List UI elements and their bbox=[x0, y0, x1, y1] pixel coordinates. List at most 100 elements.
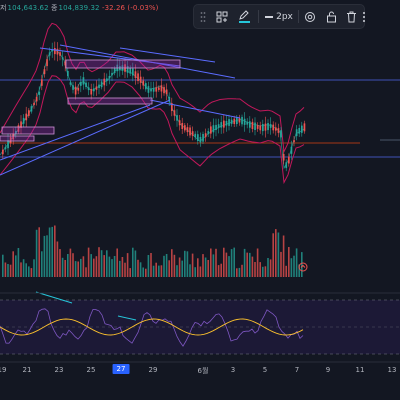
settings-icon[interactable] bbox=[299, 5, 321, 28]
volume-bar bbox=[202, 254, 204, 277]
volume-bar bbox=[90, 254, 92, 277]
volume-bar bbox=[165, 254, 168, 277]
volume-bar bbox=[204, 257, 207, 277]
volume-bar bbox=[9, 264, 12, 277]
candle-body bbox=[35, 96, 38, 102]
candle-body bbox=[61, 57, 64, 60]
volume-bar bbox=[246, 252, 248, 277]
ohlc-legend: 저104,643.62 종104,839.32 -32.26 (-0.03%) bbox=[0, 3, 158, 13]
volume-bar bbox=[256, 248, 259, 277]
delete-icon[interactable] bbox=[340, 5, 362, 28]
candle-body bbox=[142, 80, 145, 86]
volume-bar bbox=[139, 262, 142, 277]
time-label: 5 bbox=[262, 366, 268, 374]
volume-bar bbox=[272, 233, 274, 277]
divergence-line bbox=[35, 291, 73, 304]
time-label-highlighted: 27 bbox=[112, 364, 130, 374]
candle-body bbox=[168, 97, 171, 102]
ohlc-low-value: 104,643.62 bbox=[7, 4, 49, 12]
pencil-icon[interactable] bbox=[234, 5, 254, 28]
candles bbox=[2, 41, 306, 172]
candle-body bbox=[87, 87, 90, 91]
volume-bar bbox=[191, 253, 194, 277]
candle-body bbox=[243, 118, 246, 125]
lock-icon[interactable] bbox=[320, 5, 342, 28]
candle-body bbox=[262, 124, 264, 132]
candle-body bbox=[111, 72, 113, 76]
volume-bar bbox=[295, 248, 298, 277]
volume-bar bbox=[173, 254, 176, 277]
trend-line bbox=[0, 104, 151, 161]
candle-body bbox=[210, 126, 212, 134]
volume-bar bbox=[241, 264, 243, 277]
candle-body bbox=[275, 127, 277, 131]
volume-bar bbox=[67, 254, 69, 277]
candle-body bbox=[41, 79, 43, 86]
candle-body bbox=[67, 71, 69, 76]
volume-bar bbox=[155, 262, 157, 277]
trend-line bbox=[119, 47, 216, 63]
candle-body bbox=[15, 130, 17, 135]
candle-body bbox=[51, 49, 54, 52]
volume-bar bbox=[121, 257, 124, 277]
volume-bar bbox=[17, 248, 20, 277]
candle-body bbox=[171, 103, 173, 111]
trend-line bbox=[59, 44, 236, 79]
volume-bar bbox=[80, 258, 82, 277]
volume-bar bbox=[82, 256, 85, 277]
line-width-sample bbox=[265, 15, 274, 18]
candle-body bbox=[202, 134, 204, 142]
candle-body bbox=[290, 146, 293, 154]
volume-bar bbox=[56, 241, 59, 277]
volume-bar bbox=[7, 264, 9, 277]
volume-bar bbox=[298, 264, 300, 277]
candle-body bbox=[69, 82, 72, 85]
volume-bar bbox=[100, 250, 103, 277]
candle-body bbox=[254, 122, 256, 130]
drag-handle-icon[interactable] bbox=[198, 5, 208, 28]
volume-bar bbox=[223, 247, 225, 277]
line-width-selector[interactable]: 2px bbox=[262, 5, 296, 28]
candle-body bbox=[288, 156, 290, 164]
volume-bar bbox=[178, 257, 181, 277]
volume-bar bbox=[160, 265, 163, 277]
candle-body bbox=[225, 121, 228, 126]
time-axis[interactable]: 19 21 23 25 27 29 6월 3 5 7 9 11 13 bbox=[0, 362, 400, 400]
candle-body bbox=[98, 84, 100, 88]
candle-body bbox=[178, 120, 181, 126]
volume-bar bbox=[108, 256, 111, 277]
indicator-source-icon[interactable] bbox=[298, 262, 308, 272]
more-icon[interactable] bbox=[360, 5, 368, 28]
candle-body bbox=[267, 123, 269, 131]
volume-bar bbox=[243, 248, 246, 277]
candle-body bbox=[129, 67, 132, 74]
volume-bar bbox=[69, 248, 72, 277]
volume-bar bbox=[137, 259, 139, 277]
candle-body bbox=[155, 87, 158, 92]
line-width-label: 2px bbox=[276, 11, 293, 22]
volume-bar bbox=[184, 250, 186, 277]
volume-bar bbox=[251, 256, 254, 277]
volume-bar bbox=[51, 226, 53, 277]
volume-bar bbox=[74, 261, 77, 277]
volume-bar bbox=[2, 254, 4, 277]
volume-bar bbox=[25, 263, 27, 277]
volume-bar bbox=[217, 265, 220, 277]
candle-body bbox=[33, 102, 35, 105]
candle-body bbox=[223, 120, 225, 128]
candle-body bbox=[139, 76, 142, 83]
volume-bar bbox=[158, 265, 160, 277]
volume-bar bbox=[194, 267, 196, 277]
candle-body bbox=[72, 85, 74, 90]
candle-body bbox=[215, 124, 217, 130]
candle-body bbox=[30, 106, 33, 112]
candle-body bbox=[56, 48, 59, 55]
candle-body bbox=[2, 149, 4, 155]
template-icon[interactable] bbox=[212, 5, 232, 28]
candle-body bbox=[74, 86, 77, 95]
toolbar-separator bbox=[298, 10, 299, 23]
drawings[interactable] bbox=[0, 44, 241, 176]
volume-bar bbox=[20, 262, 22, 277]
volume-bar bbox=[22, 259, 25, 277]
